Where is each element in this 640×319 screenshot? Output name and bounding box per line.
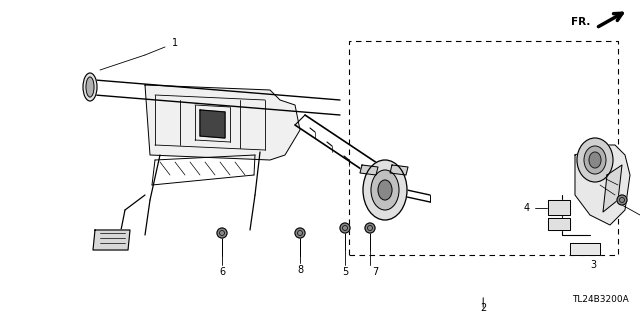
Text: 3: 3 bbox=[590, 260, 596, 270]
Text: FR.: FR. bbox=[571, 17, 590, 27]
Ellipse shape bbox=[584, 146, 606, 174]
Polygon shape bbox=[360, 165, 378, 175]
Polygon shape bbox=[145, 85, 300, 160]
Text: 5: 5 bbox=[342, 267, 348, 277]
Polygon shape bbox=[93, 230, 130, 250]
Text: 4: 4 bbox=[524, 203, 530, 213]
Circle shape bbox=[365, 223, 375, 233]
Circle shape bbox=[340, 223, 350, 233]
Text: 6: 6 bbox=[219, 267, 225, 277]
Polygon shape bbox=[548, 200, 570, 215]
Circle shape bbox=[295, 228, 305, 238]
Polygon shape bbox=[575, 145, 630, 225]
Text: TL24B3200A: TL24B3200A bbox=[572, 295, 628, 305]
Bar bbox=[349, 41, 618, 255]
Ellipse shape bbox=[378, 180, 392, 200]
Polygon shape bbox=[548, 218, 570, 230]
Ellipse shape bbox=[86, 77, 94, 97]
Ellipse shape bbox=[363, 160, 407, 220]
Circle shape bbox=[217, 228, 227, 238]
Text: 8: 8 bbox=[297, 265, 303, 275]
Ellipse shape bbox=[371, 170, 399, 210]
Polygon shape bbox=[570, 243, 600, 255]
Ellipse shape bbox=[577, 138, 613, 182]
Ellipse shape bbox=[83, 73, 97, 101]
Polygon shape bbox=[200, 110, 225, 138]
Text: 2: 2 bbox=[480, 303, 486, 313]
Circle shape bbox=[617, 195, 627, 205]
Ellipse shape bbox=[589, 152, 601, 168]
Polygon shape bbox=[390, 165, 408, 175]
Text: 7: 7 bbox=[372, 267, 378, 277]
Text: 1: 1 bbox=[172, 38, 178, 48]
Polygon shape bbox=[603, 165, 622, 212]
